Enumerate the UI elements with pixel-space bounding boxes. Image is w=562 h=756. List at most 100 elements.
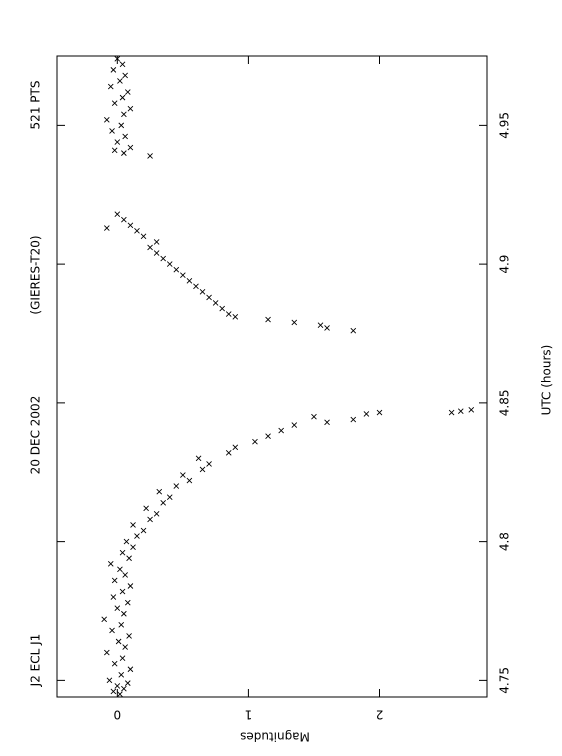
point (101, 616, 108, 623)
point (232, 314, 239, 320)
point (147, 153, 153, 159)
point (109, 128, 115, 134)
point (119, 61, 126, 68)
chart-title: 20 DEC 2002 (29, 396, 43, 475)
point (457, 408, 464, 415)
point (153, 250, 160, 256)
y-tick-label: 2 (376, 708, 384, 722)
point (147, 244, 153, 251)
point (265, 316, 271, 323)
point (114, 605, 121, 612)
point (317, 322, 324, 328)
point (311, 413, 317, 420)
point (199, 289, 206, 295)
point (130, 544, 136, 550)
point (127, 666, 134, 673)
point (199, 466, 206, 473)
point (124, 599, 131, 606)
point (180, 472, 186, 478)
point (121, 111, 127, 118)
point (127, 583, 134, 589)
point (225, 449, 232, 456)
point (232, 444, 239, 451)
point (363, 411, 370, 417)
point (153, 239, 160, 245)
point (252, 438, 258, 445)
point (107, 83, 114, 90)
point (103, 225, 110, 231)
point (206, 461, 212, 467)
point (110, 67, 117, 73)
point (160, 499, 167, 506)
point (122, 644, 128, 650)
point (123, 538, 130, 545)
y-axis-label: Magnitudes (240, 730, 310, 744)
point (111, 577, 118, 584)
plot-frame (56, 55, 488, 698)
point (173, 266, 180, 273)
point (103, 649, 110, 656)
chart-title: (GIERES-T20) (29, 235, 43, 314)
point (134, 533, 140, 539)
point (122, 72, 128, 79)
point (173, 483, 180, 489)
x-axis-label: UTC (hours) (540, 345, 554, 416)
point (117, 78, 123, 84)
point (291, 422, 298, 428)
point (111, 147, 118, 154)
point (265, 433, 271, 439)
point (121, 685, 127, 692)
point (156, 488, 163, 495)
point (124, 680, 131, 686)
point (111, 660, 118, 667)
point (212, 300, 219, 306)
point (114, 55, 121, 62)
chart-title: J2 ECL J1 (29, 634, 43, 688)
point (122, 572, 128, 578)
point (350, 327, 357, 334)
chart-title: 521 PTS (29, 81, 43, 130)
x-tick-label: 4.95 (498, 112, 512, 139)
point (119, 588, 126, 595)
point (126, 555, 132, 562)
point (119, 94, 126, 101)
point (110, 594, 117, 600)
point (118, 622, 125, 628)
point (350, 416, 357, 423)
point (140, 527, 147, 534)
point (126, 633, 132, 639)
point (114, 211, 121, 217)
y-tick-label: 0 (113, 708, 121, 722)
point (111, 100, 118, 106)
point (122, 133, 128, 140)
point (117, 691, 123, 698)
point (219, 305, 226, 312)
x-tick-label: 4.75 (498, 667, 512, 694)
point (153, 511, 160, 517)
point (115, 638, 122, 645)
point (119, 549, 126, 556)
point (140, 233, 147, 240)
point (127, 144, 134, 151)
point (186, 477, 193, 484)
x-tick-label: 4.8 (498, 532, 512, 551)
point (118, 671, 125, 678)
point (121, 150, 127, 156)
point (110, 688, 117, 695)
point (225, 311, 232, 317)
point (160, 255, 167, 262)
point (206, 294, 212, 301)
point (114, 683, 121, 689)
point (278, 427, 284, 434)
y-tick-label: 1 (245, 708, 253, 722)
point (324, 325, 330, 331)
point (166, 261, 173, 267)
point (186, 277, 193, 284)
x-tick-label: 4.85 (498, 390, 512, 417)
point (106, 677, 113, 684)
point (166, 494, 173, 501)
point (376, 409, 383, 416)
point (134, 227, 140, 234)
point (109, 627, 115, 634)
